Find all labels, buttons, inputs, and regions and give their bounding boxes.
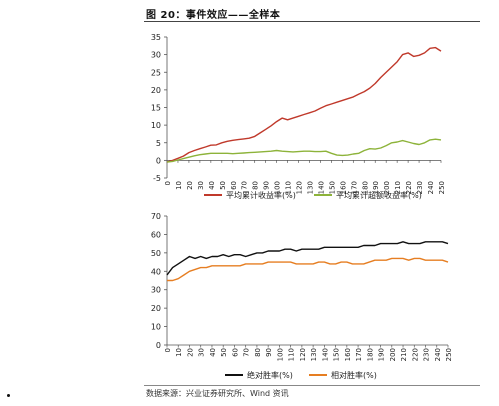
y-tick-label: 15 [151,104,161,113]
x-tick-label: 200 [383,181,391,194]
series-line-2 [166,138,442,163]
series-line-1 [166,46,442,163]
x-tick-label: 90 [265,348,273,357]
source-note: 数据来源：兴业证券研究所、Wind 资讯 [146,389,289,398]
x-tick-label: 30 [197,181,205,190]
x-tick-label: 250 [438,181,446,194]
x-tick-label: 110 [288,348,296,361]
x-tick-label: 180 [366,348,374,361]
y-tick-label: 20 [151,86,161,95]
x-tick-label: 70 [243,348,251,357]
x-tick-label: 120 [296,181,304,194]
y-tick-label: 10 [151,121,161,130]
x-tick-label: 60 [230,181,238,190]
series-line-1 [166,241,449,276]
x-tick-label: 140 [317,181,325,194]
x-tick-label: 230 [423,348,431,361]
y-tick-label: 50 [151,249,161,258]
bullet-dot [7,394,10,397]
x-tick-label: 170 [355,348,363,361]
x-tick-label: 250 [445,348,453,361]
x-tick-label: 70 [241,181,249,190]
legend-label-2: 平均累计超额收益率(%) [336,190,422,200]
x-tick-label: 90 [263,181,271,190]
x-tick-label: 20 [186,348,194,357]
x-tick-label: 210 [394,181,402,194]
x-tick-label: 80 [254,348,262,357]
x-tick-label: 50 [220,348,228,357]
x-tick-label: 110 [285,181,293,194]
x-tick-label: 50 [219,181,227,190]
x-tick-label: 190 [372,181,380,194]
x-tick-label: 220 [405,181,413,194]
x-tick-label: 30 [198,348,206,357]
legend-label-1: 绝对胜率(%) [247,370,293,380]
source-divider [144,385,480,386]
y-tick-label: 0 [156,156,161,165]
x-tick-label: 20 [186,181,194,190]
y-tick-label: 35 [151,33,161,42]
figure-title: 图 20：事件效应——全样本 [146,10,281,21]
x-tick-label: 210 [400,348,408,361]
x-tick-label: 240 [434,348,442,361]
y-tick-label: 60 [151,230,161,239]
y-tick-label: 25 [151,68,161,77]
y-tick-label: 0 [156,341,161,350]
series-line-2 [167,257,449,282]
x-tick-label: 200 [389,348,397,361]
y-tick-label: 10 [151,323,161,332]
x-tick-label: 100 [276,348,284,361]
legend-label-1: 平均累计收益率(%) [226,190,296,200]
x-tick-label: 80 [252,181,260,190]
x-tick-label: 0 [164,348,172,352]
y-tick-label: 30 [151,286,161,295]
x-tick-label: 160 [344,348,352,361]
x-tick-label: 130 [306,181,314,194]
x-tick-label: 0 [164,181,172,185]
x-tick-label: 180 [361,181,369,194]
x-tick-label: 160 [339,181,347,194]
title-divider [144,21,480,22]
x-tick-label: 220 [411,348,419,361]
x-tick-label: 140 [321,348,329,361]
x-tick-label: 100 [274,181,282,194]
x-tick-label: 60 [231,348,239,357]
x-tick-label: 40 [209,348,217,357]
x-tick-label: 10 [175,348,183,357]
x-tick-label: 190 [378,348,386,361]
x-tick-label: 150 [333,348,341,361]
y-tick-label: 70 [151,212,161,221]
x-tick-label: 10 [175,181,183,190]
y-tick-label: -5 [153,174,161,183]
y-tick-label: 20 [151,304,161,313]
x-tick-label: 170 [350,181,358,194]
x-tick-label: 120 [299,348,307,361]
y-tick-label: 5 [156,139,161,148]
x-tick-label: 240 [427,181,435,194]
y-tick-label: 30 [151,51,161,60]
x-tick-label: 150 [328,181,336,194]
x-tick-label: 40 [208,181,216,190]
x-tick-label: 230 [416,181,424,194]
y-tick-label: 40 [151,267,161,276]
legend-label-2: 相对胜率(%) [331,370,377,380]
x-tick-label: 130 [310,348,318,361]
